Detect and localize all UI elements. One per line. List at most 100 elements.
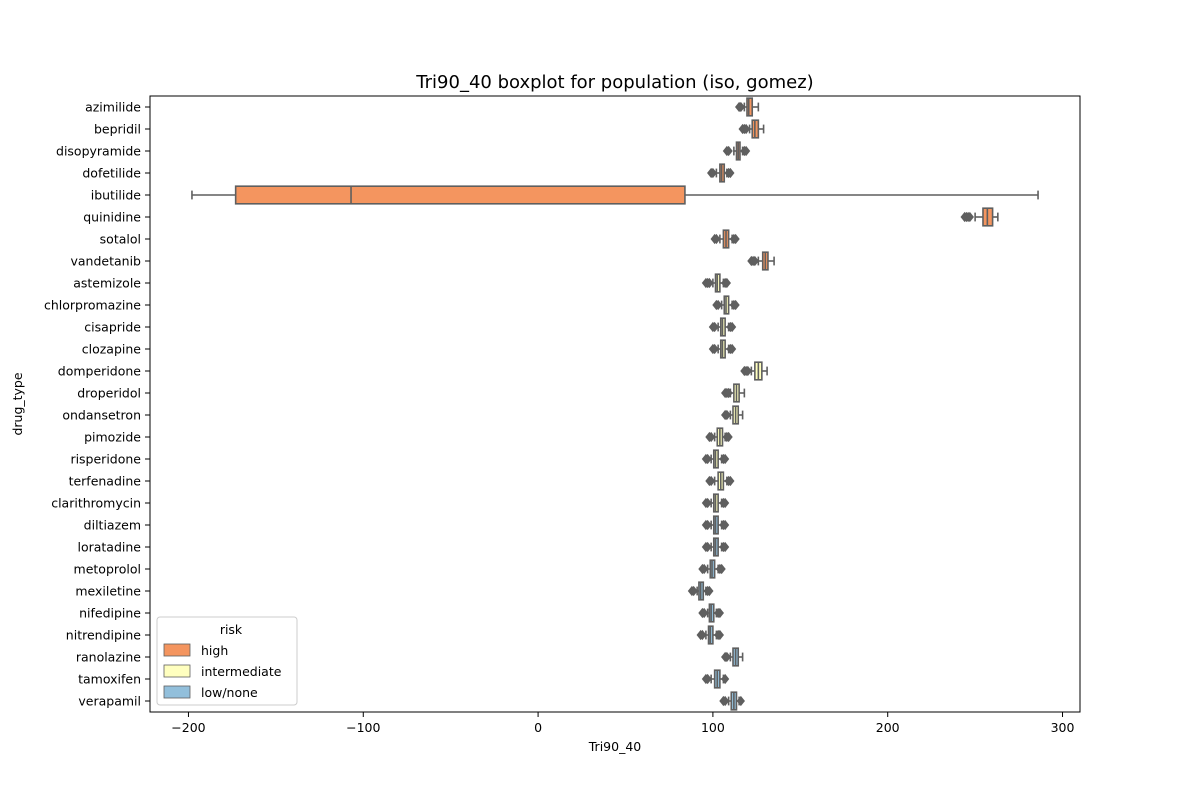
box-ibutilide xyxy=(191,185,1039,205)
box-nifedipine xyxy=(698,603,724,623)
y-tick-label: ibutilide xyxy=(91,188,142,203)
y-tick-label: mexiletine xyxy=(75,584,141,599)
y-tick-label: bepridil xyxy=(94,122,141,137)
box-loratadine xyxy=(701,537,730,557)
outlier-point xyxy=(726,167,735,179)
outlier-point xyxy=(722,277,731,289)
y-axis: azimilide bepridil disopyramide dofetilide i… xyxy=(44,100,150,709)
outlier-point xyxy=(722,651,731,663)
y-tick-label: clozapine xyxy=(82,342,142,357)
y-tick-label: sotalol xyxy=(100,232,141,247)
outlier-point xyxy=(710,321,719,333)
outlier-point xyxy=(721,453,730,465)
y-tick-label: clarithromycin xyxy=(51,496,141,511)
box-cisapride xyxy=(708,317,737,337)
outlier-point xyxy=(731,299,740,311)
y-tick-label: nitrendipine xyxy=(66,628,142,643)
outlier-point xyxy=(741,123,751,135)
outlier-point xyxy=(750,255,759,267)
outlier-point xyxy=(728,343,737,355)
box-terfenadine xyxy=(705,471,735,491)
outlier-point xyxy=(715,629,724,641)
box-tamoxifen xyxy=(701,669,730,689)
box-metoprolol xyxy=(698,559,726,579)
box-dofetilide xyxy=(707,163,735,183)
chart-title: Tri90_40 boxplot for population (iso, go… xyxy=(415,72,813,93)
x-tick-label: −100 xyxy=(346,720,380,735)
box-astemizole xyxy=(701,273,731,293)
y-tick-label: metoprolol xyxy=(74,562,141,577)
x-axis: −200 −100 0 100 200 300 xyxy=(171,712,1074,735)
legend-swatch xyxy=(163,643,191,657)
y-tick-label: droperidol xyxy=(77,386,141,401)
y-tick-label: pimozide xyxy=(84,430,141,445)
outlier-point xyxy=(703,541,712,553)
box-diltiazem xyxy=(701,515,730,535)
y-tick-label: dofetilide xyxy=(82,166,141,181)
outlier-point xyxy=(724,145,733,157)
y-tick-label: vandetanib xyxy=(71,254,142,269)
y-tick-label: diltiazem xyxy=(84,518,141,533)
outlier-point xyxy=(721,541,730,553)
outlier-point xyxy=(721,673,730,685)
outlier-point xyxy=(965,211,974,223)
legend-frame xyxy=(156,616,298,706)
outlier-point xyxy=(715,607,724,619)
plot-area xyxy=(191,97,1039,711)
y-tick-label: domperidone xyxy=(58,364,142,379)
y-tick-label: astemizole xyxy=(73,276,141,291)
outlier-point xyxy=(724,431,733,443)
outlier-point xyxy=(721,497,730,509)
x-tick-label: 200 xyxy=(876,720,900,735)
legend-entry-label: high xyxy=(201,643,228,658)
outlier-point xyxy=(712,233,721,245)
y-axis-label: drug_type xyxy=(10,372,25,435)
y-tick-label: terfenadine xyxy=(69,474,142,489)
legend-entry-label: low/none xyxy=(201,685,258,700)
y-tick-label: chlorpromazine xyxy=(44,298,141,313)
box-mexiletine xyxy=(687,581,714,601)
box-droperidol xyxy=(721,383,746,403)
y-tick-label: ranolazine xyxy=(76,650,141,665)
outlier-point xyxy=(703,519,712,531)
x-tick-label: 0 xyxy=(534,720,542,735)
x-tick-label: 100 xyxy=(701,720,725,735)
y-tick-label: quinidine xyxy=(83,210,141,225)
box-pimozide xyxy=(705,427,733,447)
outlier-point xyxy=(703,673,712,685)
y-tick-label: nifedipine xyxy=(79,606,141,621)
y-tick-label: azimilide xyxy=(85,100,141,115)
box-ranolazine xyxy=(721,647,744,667)
outlier-point xyxy=(722,409,731,421)
outlier-point xyxy=(707,475,716,487)
y-tick-label: risperidone xyxy=(70,452,141,467)
x-tick-label: 300 xyxy=(1051,720,1075,735)
outlier-point xyxy=(705,277,714,289)
axes-frame xyxy=(149,95,1081,713)
box-domperidone xyxy=(740,361,768,381)
box-iqr xyxy=(746,97,754,117)
y-tick-label: cisapride xyxy=(84,320,141,335)
outlier-point xyxy=(703,497,712,509)
outlier-point xyxy=(726,475,735,487)
legend-entry-label: intermediate xyxy=(201,664,282,679)
outlier-point xyxy=(700,607,709,619)
box-iqr xyxy=(234,185,686,205)
outlier-point xyxy=(689,585,698,597)
outlier-point xyxy=(741,145,751,157)
box-nitrendipine xyxy=(696,625,724,645)
box-vandetanib xyxy=(747,251,775,271)
outlier-point xyxy=(708,167,718,179)
outlier-point xyxy=(724,387,733,399)
x-tick-label: −200 xyxy=(171,720,205,735)
outlier-point xyxy=(736,695,745,707)
box-azimilide xyxy=(735,97,760,117)
legend-title: risk xyxy=(220,622,243,637)
box-ondansetron xyxy=(721,405,744,425)
y-tick-label: ondansetron xyxy=(62,408,141,423)
outlier-point xyxy=(728,321,737,333)
box-verapamil xyxy=(719,691,745,711)
y-tick-label: disopyramide xyxy=(56,144,141,159)
box-quinidine xyxy=(960,207,999,227)
